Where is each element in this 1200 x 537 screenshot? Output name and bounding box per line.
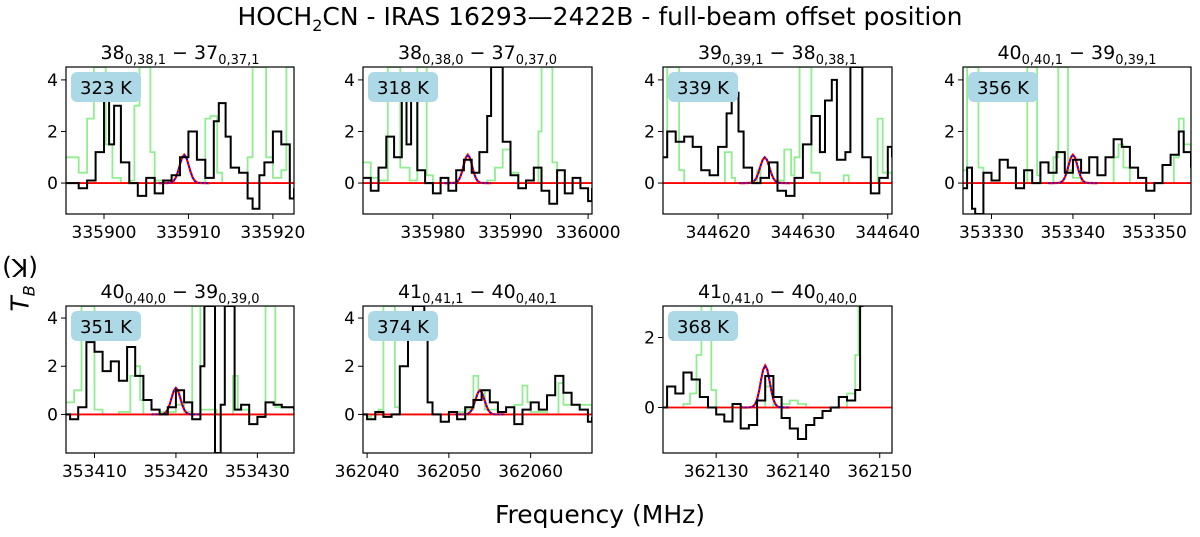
axes-frame <box>65 305 295 454</box>
y-tick-label: 2 <box>47 122 58 142</box>
panel-title: 410,41,1 − 400,40,1 <box>398 281 557 307</box>
upper-energy-badge <box>368 72 438 102</box>
upper-energy-badge <box>668 311 738 341</box>
panel-title: 400,40,1 − 390,39,1 <box>997 42 1156 68</box>
panel-title: 400,40,0 − 390,39,0 <box>100 281 259 307</box>
model-component-line <box>740 363 790 409</box>
y-tick-label: 4 <box>344 309 355 329</box>
x-tick-label: 362150 <box>847 462 912 482</box>
panel-title: 410,41,0 − 400,40,0 <box>698 281 857 307</box>
model-component-line <box>158 153 210 184</box>
x-tick-label: 353430 <box>225 462 290 482</box>
other-species-line <box>363 306 592 418</box>
plot-area <box>663 306 892 440</box>
upper-energy-label: 318 K <box>377 78 430 99</box>
model-line <box>739 155 791 185</box>
upper-energy-label: 339 K <box>677 78 730 99</box>
x-tick-label: 362130 <box>684 462 749 482</box>
upper-energy-label: 351 K <box>80 317 133 338</box>
x-tick-label: 362040 <box>335 462 400 482</box>
spectrum-panel-6: 362040 362050 362060 0 2 4 374 K 410,41,1 − 400… <box>335 281 593 482</box>
x-tick-label: 353340 <box>1040 223 1105 243</box>
x-tick-label: 344620 <box>686 223 751 243</box>
upper-energy-badge <box>968 72 1038 102</box>
y-tick-label: 2 <box>944 122 955 142</box>
y-tick-label: 4 <box>644 71 655 91</box>
x-tick-label: 335910 <box>156 223 221 243</box>
upper-energy-badge <box>368 311 438 341</box>
spectrum-panel-2: 335980 335990 336000 0 2 4 318 K 380,38,0 − 370… <box>344 42 620 243</box>
x-tick-label: 353420 <box>143 462 208 482</box>
plot-area <box>66 306 294 453</box>
axes-frame <box>362 305 593 454</box>
x-tick-label: 335920 <box>240 223 305 243</box>
upper-energy-badge <box>668 72 738 102</box>
axes-frame <box>65 66 295 215</box>
upper-energy-badge <box>71 72 141 102</box>
y-tick-label: 4 <box>47 71 58 91</box>
y-tick-label: 2 <box>344 357 355 377</box>
x-tick-label: 336000 <box>556 223 621 243</box>
upper-energy-label: 356 K <box>977 78 1030 99</box>
y-tick-label: 4 <box>344 71 355 91</box>
y-tick-label: 0 <box>344 174 355 194</box>
x-tick-label: 353410 <box>62 462 127 482</box>
y-tick-label: 0 <box>344 405 355 425</box>
axes-frame <box>662 66 893 215</box>
observed-spectrum <box>963 130 1191 214</box>
x-tick-label: 344640 <box>855 223 920 243</box>
observed-spectrum <box>663 67 892 197</box>
x-tick-label: 335900 <box>72 223 137 243</box>
upper-energy-label: 323 K <box>80 78 133 99</box>
y-tick-label: 2 <box>644 329 655 349</box>
y-tick-label: 2 <box>47 357 58 377</box>
y-tick-label: 0 <box>644 399 655 419</box>
x-tick-label: 335990 <box>478 223 543 243</box>
y-tick-label: 0 <box>47 174 58 194</box>
model-component-line <box>455 389 505 416</box>
model-component-line <box>444 153 492 184</box>
observed-spectrum <box>66 84 294 210</box>
model-component-line <box>739 156 791 184</box>
upper-energy-label: 374 K <box>377 317 430 338</box>
y-tick-label: 0 <box>47 405 58 425</box>
y-tick-label: 4 <box>944 71 955 91</box>
x-tick-label: 362140 <box>765 462 830 482</box>
plot-area <box>363 306 592 426</box>
upper-energy-label: 368 K <box>677 317 730 338</box>
spectrum-panel-3: 344620 344630 344640 0 2 4 339 K 390,39,1 − 380… <box>644 42 920 243</box>
spectrum-panel-5: 353410 353420 353430 0 2 4 351 K 400,40,0 − 390… <box>47 281 295 482</box>
x-tick-label: 362050 <box>416 462 481 482</box>
spectrum-panel-1: 335900 335910 335920 0 2 4 323 K 380,38,1 − 370… <box>47 42 305 243</box>
axes-frame <box>662 305 893 454</box>
x-tick-label: 344630 <box>770 223 835 243</box>
x-tick-label: 353330 <box>959 223 1024 243</box>
x-axis-label: Frequency (MHz) <box>494 500 706 529</box>
spectrum-panel-7: 362130 362140 362150 0 2 368 K 410,41,0 − 400,… <box>644 281 912 482</box>
axes-frame <box>962 66 1192 215</box>
figure-title: HOCH2CN - IRAS 16293—2422B - full-beam o… <box>237 2 963 35</box>
observed-spectrum <box>363 306 592 426</box>
model-component-line <box>1048 153 1098 184</box>
y-tick-label: 0 <box>644 174 655 194</box>
x-tick-label: 362060 <box>498 462 563 482</box>
observed-spectrum <box>663 306 864 440</box>
upper-energy-badge <box>71 311 141 341</box>
y-tick-label: 0 <box>944 174 955 194</box>
y-tick-label: 4 <box>47 309 58 329</box>
axes-frame <box>362 66 593 215</box>
plot-area <box>963 67 1191 214</box>
panel-title: 380,38,0 − 370,37,0 <box>398 42 557 68</box>
panel-title: 380,38,1 − 370,37,1 <box>100 42 259 68</box>
spectrum-panel-4: 353330 353340 353350 0 2 4 356 K 400,40,1 − 390… <box>944 42 1192 243</box>
x-tick-label: 353350 <box>1122 223 1187 243</box>
x-tick-label: 335980 <box>400 223 465 243</box>
y-tick-label: 2 <box>344 122 355 142</box>
plot-area <box>663 67 892 197</box>
observed-spectrum <box>66 306 294 453</box>
y-tick-label: 2 <box>644 122 655 142</box>
panel-title: 390,39,1 − 380,38,1 <box>698 42 857 68</box>
